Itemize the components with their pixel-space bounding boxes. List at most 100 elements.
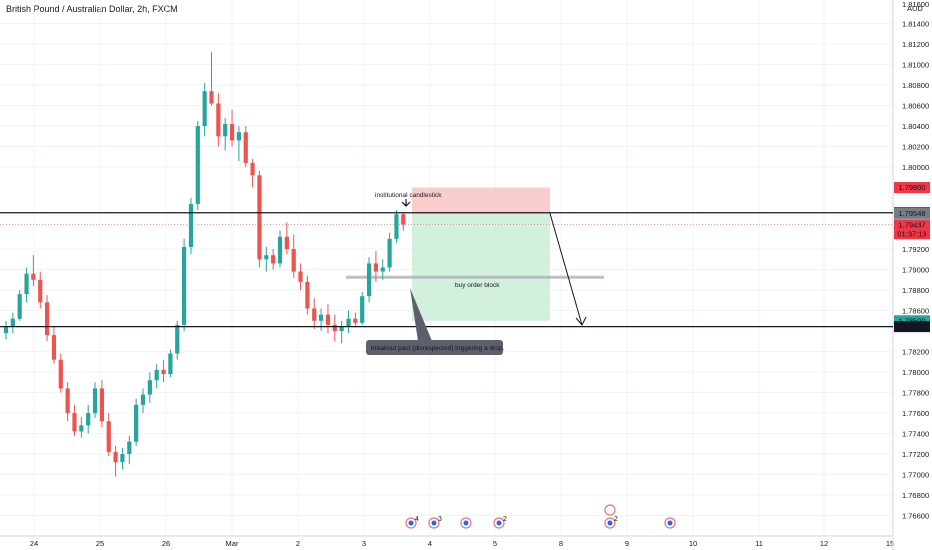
candle [106,413,111,457]
candle [366,257,372,303]
y-tick-label: 1.81600 [902,0,929,9]
economic-event-icon: 2 [604,516,618,529]
candle [394,210,399,243]
candle-body [271,255,276,264]
candle [38,271,43,309]
candle-body [17,294,22,319]
candle [401,212,406,231]
candle [319,308,324,332]
event-count: 2 [614,516,618,523]
y-tick-label: 1.78800 [902,286,929,295]
y-tick-label: 1.76600 [902,512,929,521]
candle [24,267,29,303]
candle [202,83,207,137]
candle-body [298,271,303,282]
candle-body [92,388,98,414]
candle [216,93,221,147]
y-tick-label: 1.77000 [902,471,929,480]
candle-body [291,249,296,272]
candle-body [223,124,228,137]
candle-body [72,413,77,432]
x-tick-label: 9 [625,539,629,548]
candle-body [353,318,358,323]
candle [271,249,276,270]
candle [92,382,98,419]
candle-body [250,162,255,176]
candle-body [277,236,283,264]
y-tick-label: 1.77600 [902,409,929,418]
candle [99,380,104,428]
candle [264,246,269,272]
y-tick-label: 1.80400 [902,122,929,131]
candle [243,126,248,168]
candle [51,326,57,364]
x-tick-label: 11 [755,539,763,548]
event-badge-icon [463,520,469,526]
price-label-text: 1.79548 [898,209,925,218]
economic-event-icon: 4 [405,516,419,529]
candle [291,234,296,278]
down-arrow-icon [401,201,411,207]
y-tick-label: 1.81200 [902,40,929,49]
x-tick-label: 10 [689,539,697,548]
y-tick-label: 1.77400 [902,430,929,439]
x-tick-label: 25 [96,539,104,548]
price-label-box [894,207,930,219]
candle-body [360,296,365,323]
price-label-text: 1.78443 [898,322,925,331]
price-label-text: 1.78500 [898,316,925,325]
candle [380,259,385,280]
candle [79,417,84,438]
x-tick-label: 3 [362,539,366,548]
event-count: 2 [503,516,507,523]
candle [154,363,159,389]
candle-body [387,238,392,268]
countdown-label: 01:37:13 [897,229,926,238]
price-label-box [894,321,930,333]
stop-loss-zone [412,187,550,214]
candle-body [319,314,324,321]
candle-body [31,273,36,280]
event-badge-icon [431,520,437,526]
candle [134,398,139,446]
candle [298,263,303,291]
candle [31,255,36,286]
candle-body [188,203,194,247]
candle-body [401,214,406,225]
event-badge-icon [604,504,616,516]
candle-body [24,273,29,295]
candle [387,232,392,272]
y-tick-label: 1.78000 [902,368,929,377]
candle [325,304,331,334]
candle [182,238,187,332]
candle-body [140,394,146,405]
economic-event-icon: 2 [493,516,507,529]
candle-body [284,236,289,250]
x-tick-label: 24 [30,539,38,548]
candle [113,445,118,477]
order-block-label: buy order block [455,282,500,289]
candle [305,275,310,315]
candle-body [3,326,9,334]
candle-body [79,425,84,432]
projection-arrow [549,213,583,326]
institutional-label: institutional candlestick [375,192,442,199]
callout-pointer [410,288,432,341]
candle-body [195,126,200,204]
candle [72,404,77,436]
candle [45,295,50,342]
economic-event-icon [664,517,676,529]
chart-title: British Pound / Australian Dollar, 2h, F… [6,4,178,14]
candle-body [209,91,214,104]
candle-body [58,359,63,389]
event-count: 4 [415,516,419,523]
candle [353,312,358,327]
candle [127,435,132,465]
candle-body [38,279,43,303]
candle [58,353,63,393]
candle-body [312,308,317,321]
candle-body [120,454,125,463]
candle [161,359,166,383]
y-tick-label: 1.79000 [902,266,929,275]
